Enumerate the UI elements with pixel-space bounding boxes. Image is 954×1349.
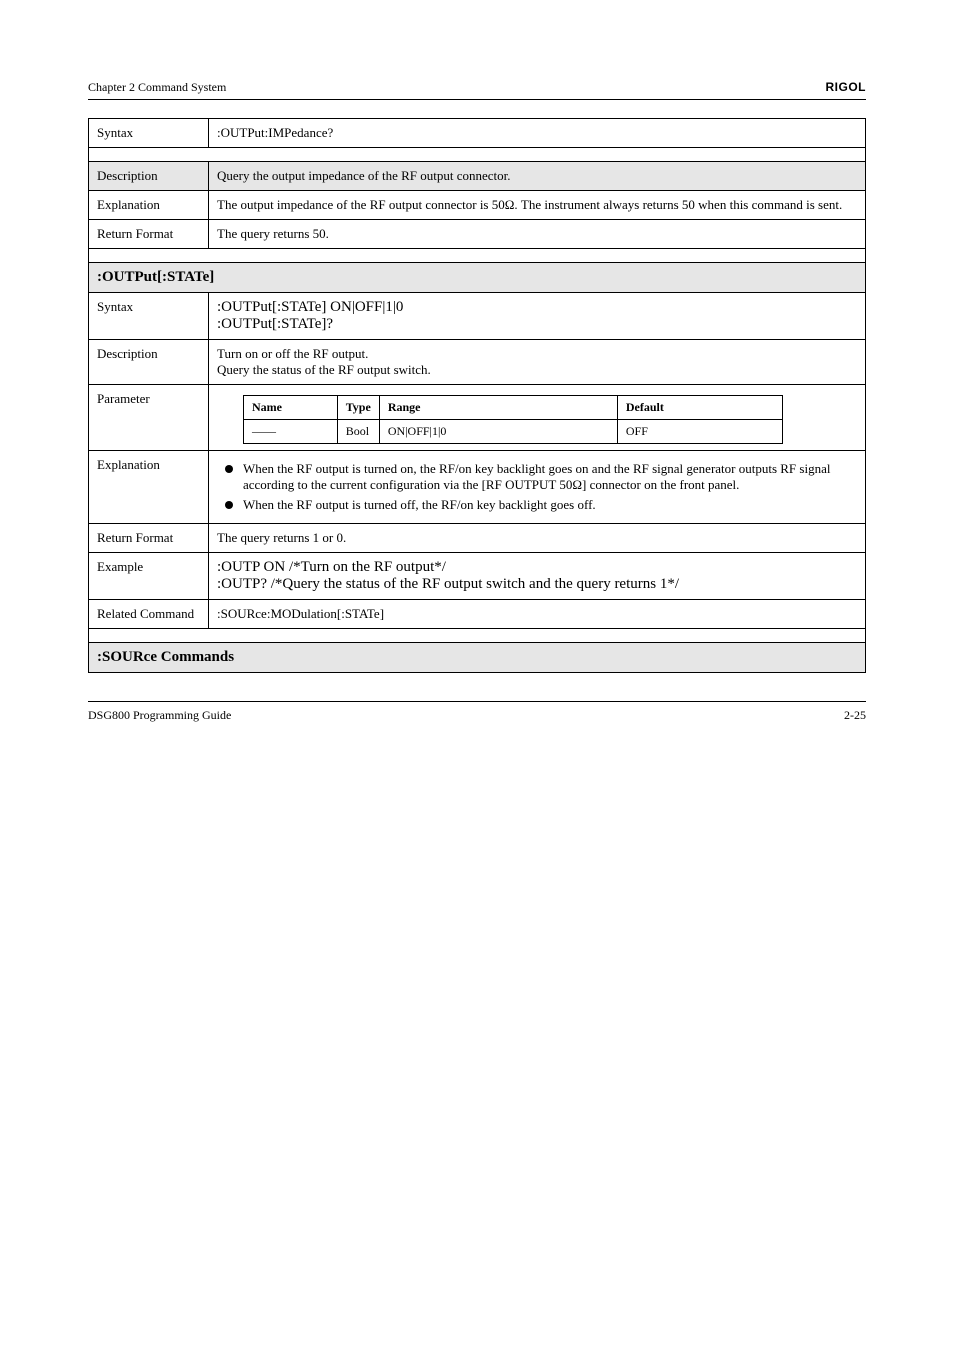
section-title-source: :SOURce Commands: [89, 643, 866, 673]
bullet-icon: [225, 465, 233, 473]
footer-right: 2-25: [844, 708, 866, 723]
param-h-type: Type: [337, 396, 379, 420]
row-return2-value: The query returns 1 or 0.: [209, 524, 866, 553]
footer-left: DSG800 Programming Guide: [88, 708, 231, 723]
row-example-value: :OUTP ON /*Turn on the RF output*/ :OUTP…: [209, 553, 866, 600]
param-h-name: Name: [244, 396, 338, 420]
row-example-label: Example: [89, 553, 209, 600]
row-description-label: Description: [89, 162, 209, 191]
section-title-state: :OUTPut[:STATe]: [89, 263, 866, 293]
chapter-label: Chapter 2 Command System: [88, 80, 226, 95]
param-h-range: Range: [379, 396, 617, 420]
row-expl2-value: When the RF output is turned on, the RF/…: [209, 451, 866, 524]
spacer: [89, 629, 866, 643]
page-header: Chapter 2 Command System RIGOL: [88, 80, 866, 100]
row-related-value: :SOURce:MODulation[:STATe]: [209, 600, 866, 629]
row-desc2-value: Turn on or off the RF output. Query the …: [209, 340, 866, 385]
row-return2-label: Return Format: [89, 524, 209, 553]
bullet-1-text: When the RF output is turned on, the RF/…: [243, 461, 857, 493]
row-syntax-label: Syntax: [89, 119, 209, 148]
row-related-label: Related Command: [89, 600, 209, 629]
page-footer: DSG800 Programming Guide 2-25: [88, 701, 866, 723]
param-c-range: ON|OFF|1|0: [379, 420, 617, 444]
row-explanation-value: The output impedance of the RF output co…: [209, 191, 866, 220]
row-expl2-label: Explanation: [89, 451, 209, 524]
row-description-value: Query the output impedance of the RF out…: [209, 162, 866, 191]
row-desc2-label: Description: [89, 340, 209, 385]
spacer: [89, 148, 866, 162]
param-c-default: OFF: [617, 420, 782, 444]
bullet-icon: [225, 501, 233, 509]
bullet-2-text: When the RF output is turned off, the RF…: [243, 497, 596, 513]
spacer: [89, 249, 866, 263]
row-syntax2-value: :OUTPut[:STATe] ON|OFF|1|0 :OUTPut[:STAT…: [209, 293, 866, 340]
param-c-name: ——: [244, 420, 338, 444]
row-syntax2-label: Syntax: [89, 293, 209, 340]
param-h-default: Default: [617, 396, 782, 420]
row-return-label: Return Format: [89, 220, 209, 249]
parameter-table: Name Type Range Default —— Bool ON|OFF|1…: [243, 395, 783, 444]
row-return-value: The query returns 50.: [209, 220, 866, 249]
row-syntax-value: :OUTPut:IMPedance?: [209, 119, 866, 148]
row-param-value: Name Type Range Default —— Bool ON|OFF|1…: [209, 385, 866, 451]
row-param-label: Parameter: [89, 385, 209, 451]
row-explanation-label: Explanation: [89, 191, 209, 220]
spec-table: Syntax :OUTPut:IMPedance? Description Qu…: [88, 118, 866, 673]
brand-label: RIGOL: [826, 80, 867, 95]
param-c-type: Bool: [337, 420, 379, 444]
